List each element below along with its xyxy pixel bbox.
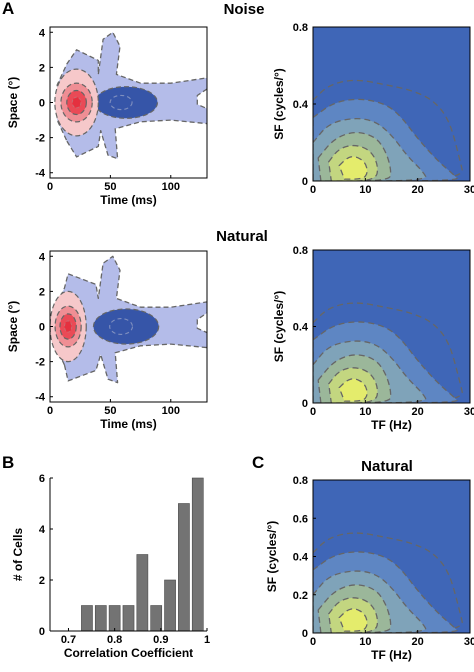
- y-axis-label: SF (cycles/°): [272, 68, 286, 140]
- contour-level-6: [338, 156, 368, 180]
- y-tick-label: 0: [39, 626, 45, 638]
- contour-level-6: [338, 378, 368, 402]
- sf-tf-map: [313, 480, 470, 633]
- off-peak-contour: [109, 318, 134, 335]
- y-tick-label: 2: [39, 62, 45, 74]
- x-tick-label: 20: [412, 184, 424, 196]
- off-region: [92, 308, 160, 345]
- y-tick-label: 2: [39, 575, 45, 587]
- y-tick-label: 0.8: [293, 22, 308, 34]
- x-tick-label: 30: [464, 406, 474, 418]
- rf-map: [50, 251, 207, 402]
- histogram-bar: [81, 605, 93, 632]
- x-tick-label: 100: [162, 181, 180, 193]
- y-axis-label: SF (cycles/°): [272, 291, 286, 363]
- chart-title: Noise: [224, 1, 265, 18]
- y-tick-label: 0: [39, 98, 45, 110]
- on-peak-contour: [63, 320, 73, 333]
- y-tick-label: -4: [35, 168, 46, 180]
- x-axis-label: TF (Hz): [371, 418, 412, 432]
- y-tick-label: 0: [302, 176, 308, 188]
- y-axis-label: # of Cells: [11, 528, 25, 582]
- x-axis-label: Time (ms): [100, 193, 156, 207]
- x-tick-label: 30: [464, 636, 474, 648]
- y-tick-label: -2: [35, 133, 45, 145]
- x-tick-label: 0.9: [153, 634, 168, 646]
- histogram-bar: [191, 477, 204, 632]
- x-axis-label: Correlation Coefficient: [64, 646, 193, 660]
- rf-map: [50, 27, 207, 178]
- contour-level-6: [338, 608, 368, 632]
- y-tick-label: -4: [35, 392, 46, 404]
- panel-letter-b: B: [2, 453, 14, 472]
- histogram-bar: [94, 605, 107, 632]
- x-tick-label: 100: [162, 405, 180, 417]
- y-tick-label: 0.4: [293, 99, 309, 111]
- y-tick-label: 4: [39, 251, 46, 263]
- rf-natural-panel: 0 50 100 4 2 0 -2 -4 Time (ms) Space (°) Natural: [6, 228, 268, 431]
- panel-letter-c: C: [252, 453, 264, 472]
- x-tick-label: 0.7: [61, 634, 76, 646]
- y-tick-label: 0.6: [293, 513, 308, 525]
- x-tick-label: 30: [464, 184, 474, 196]
- x-tick-label: 50: [104, 405, 116, 417]
- sf-tf-noise-panel: 0 10 20 30 0 0.4 0.8 SF (cycles/°) Noise: [224, 1, 474, 196]
- x-tick-label: 0.8: [107, 634, 122, 646]
- sf-tf-map: [313, 250, 470, 403]
- x-tick-label: 20: [412, 406, 424, 418]
- y-tick-label: 6: [39, 473, 45, 485]
- rf-noise-panel: 0 50 100 4 2 0 -2 -4 Time (ms) Space (°): [6, 26, 208, 207]
- chart-title: Natural: [216, 228, 268, 245]
- y-tick-label: 0.4: [293, 552, 309, 564]
- y-tick-label: 0: [302, 398, 308, 410]
- histogram-bar: [164, 579, 176, 632]
- y-axis-label: SF (cycles/°): [265, 521, 279, 593]
- y-tick-label: 0.8: [293, 475, 308, 487]
- x-tick-label: 1: [204, 634, 210, 646]
- x-tick-label: 0: [310, 406, 316, 418]
- x-tick-label: 20: [412, 636, 424, 648]
- y-tick-label: -2: [35, 357, 45, 369]
- chart-title: Natural: [361, 458, 413, 475]
- x-axis-label: TF (Hz): [371, 648, 412, 662]
- x-tick-label: 0: [310, 184, 316, 196]
- y-tick-label: 0: [39, 322, 45, 334]
- y-tick-label: 0.2: [293, 590, 308, 602]
- x-tick-label: 50: [104, 181, 116, 193]
- histogram-bar: [136, 554, 149, 632]
- sf-tf-natural-c-panel: 0 10 20 30 0 0.2 0.4 0.6 0.8 TF (Hz) SF (cycles/°)…: [265, 458, 474, 662]
- y-tick-label: 0.4: [293, 322, 309, 334]
- x-tick-label: 0: [310, 636, 316, 648]
- y-tick-label: 0: [302, 628, 308, 640]
- histogram-panel: 0.7 0.8 0.9 1 0 2 4 6 Correlation Coefficient # o…: [11, 473, 210, 660]
- histogram-bar: [150, 605, 163, 632]
- y-tick-label: 4: [39, 524, 46, 536]
- x-axis-label: Time (ms): [100, 417, 156, 431]
- y-tick-label: 2: [39, 286, 45, 298]
- y-tick-label: 4: [39, 27, 46, 39]
- x-tick-label: 10: [359, 184, 371, 196]
- off-peak-contour: [109, 94, 133, 111]
- histogram-bar: [108, 605, 121, 632]
- x-tick-label: 0: [47, 405, 53, 417]
- on-peak-contour: [71, 96, 82, 109]
- y-axis-label: Space (°): [6, 301, 20, 352]
- histogram-bar: [122, 605, 135, 632]
- x-tick-label: 0: [47, 181, 53, 193]
- y-tick-label: 0.8: [293, 245, 308, 257]
- off-region: [94, 86, 159, 119]
- y-axis-label: Space (°): [6, 77, 20, 128]
- x-tick-label: 10: [359, 636, 371, 648]
- histogram-bar: [178, 503, 190, 632]
- panel-letter-a: A: [2, 0, 14, 18]
- sf-tf-natural-panel: 0 10 20 30 0 0.4 0.8 TF (Hz) SF (cycles/°): [272, 245, 474, 432]
- x-tick-label: 10: [359, 406, 371, 418]
- sf-tf-map: [313, 27, 470, 181]
